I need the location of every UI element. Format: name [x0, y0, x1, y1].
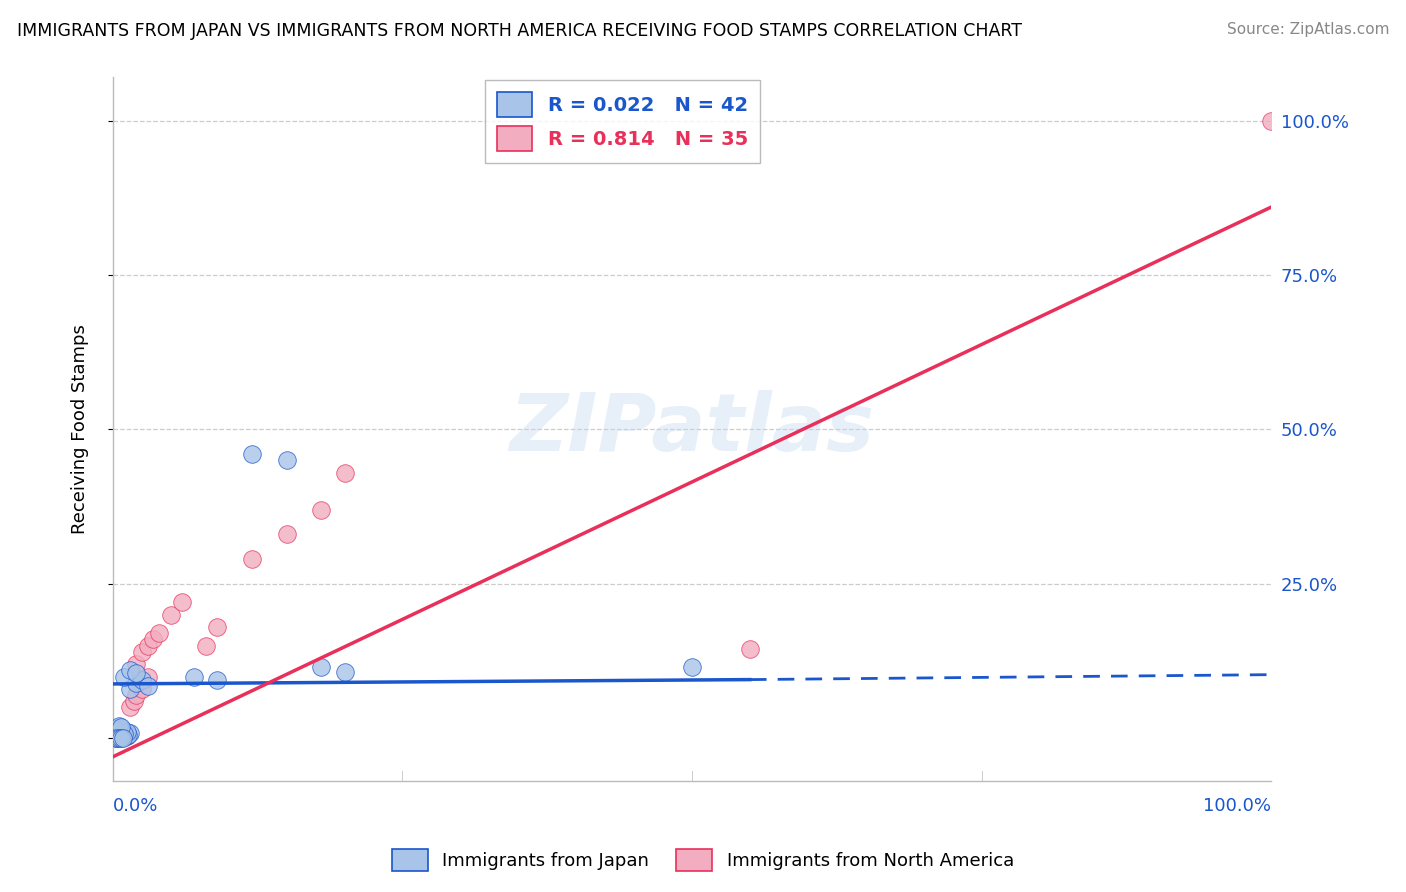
- Point: [107, 731, 129, 746]
- Point: [114, 730, 136, 744]
- Point: [110, 725, 132, 739]
- Text: IMMIGRANTS FROM JAPAN VS IMMIGRANTS FROM NORTH AMERICA RECEIVING FOOD STAMPS COR: IMMIGRANTS FROM JAPAN VS IMMIGRANTS FROM…: [17, 22, 1022, 40]
- Point: [240, 447, 263, 461]
- Point: [276, 527, 298, 541]
- Point: [111, 728, 134, 742]
- Point: [115, 728, 138, 742]
- Point: [136, 639, 159, 653]
- Point: [112, 727, 135, 741]
- Point: [107, 728, 129, 742]
- Point: [333, 665, 356, 679]
- Point: [108, 727, 131, 741]
- Point: [107, 726, 129, 740]
- Point: [131, 673, 153, 687]
- Text: Source: ZipAtlas.com: Source: ZipAtlas.com: [1226, 22, 1389, 37]
- Point: [105, 728, 128, 742]
- Point: [110, 728, 132, 742]
- Point: [108, 722, 131, 736]
- Point: [107, 719, 129, 733]
- Point: [112, 727, 135, 741]
- Point: [105, 731, 128, 746]
- Point: [108, 723, 131, 738]
- Point: [114, 725, 136, 739]
- Point: [114, 669, 136, 683]
- Point: [240, 552, 263, 566]
- Point: [125, 675, 148, 690]
- Point: [125, 657, 148, 672]
- Point: [110, 728, 132, 742]
- Text: 0.0%: 0.0%: [112, 797, 159, 815]
- Point: [131, 681, 153, 696]
- Point: [194, 639, 217, 653]
- Y-axis label: Receiving Food Stamps: Receiving Food Stamps: [72, 325, 89, 534]
- Point: [114, 726, 136, 740]
- Point: [120, 700, 142, 714]
- Point: [111, 723, 134, 738]
- Point: [111, 729, 134, 743]
- Point: [1260, 113, 1282, 128]
- Point: [120, 663, 142, 677]
- Point: [122, 694, 145, 708]
- Point: [738, 641, 761, 656]
- Point: [681, 660, 703, 674]
- Point: [276, 453, 298, 467]
- Point: [115, 725, 138, 739]
- Point: [107, 725, 129, 739]
- Point: [136, 679, 159, 693]
- Point: [107, 730, 129, 744]
- Point: [205, 620, 228, 634]
- Point: [131, 645, 153, 659]
- Point: [107, 730, 129, 744]
- Point: [105, 728, 128, 742]
- Point: [311, 502, 333, 516]
- Text: ZIPatlas: ZIPatlas: [509, 391, 875, 468]
- Point: [148, 626, 170, 640]
- Point: [183, 669, 205, 683]
- Point: [110, 731, 132, 746]
- Point: [110, 720, 132, 734]
- Point: [104, 722, 127, 736]
- Point: [120, 681, 142, 696]
- Point: [205, 673, 228, 687]
- Point: [112, 731, 135, 746]
- Point: [114, 727, 136, 741]
- Point: [111, 722, 134, 736]
- Point: [120, 726, 142, 740]
- Point: [125, 688, 148, 702]
- Point: [107, 730, 129, 744]
- Point: [142, 632, 165, 647]
- Point: [105, 731, 128, 746]
- Point: [311, 660, 333, 674]
- Point: [172, 595, 194, 609]
- Point: [136, 669, 159, 683]
- Point: [333, 466, 356, 480]
- Point: [115, 730, 138, 744]
- Legend: R = 0.022   N = 42, R = 0.814   N = 35: R = 0.022 N = 42, R = 0.814 N = 35: [485, 80, 759, 163]
- Point: [114, 726, 136, 740]
- Point: [114, 730, 136, 744]
- Text: 100.0%: 100.0%: [1204, 797, 1271, 815]
- Legend: Immigrants from Japan, Immigrants from North America: Immigrants from Japan, Immigrants from N…: [385, 842, 1021, 879]
- Point: [111, 726, 134, 740]
- Point: [107, 731, 129, 746]
- Point: [117, 728, 139, 742]
- Point: [107, 725, 129, 739]
- Point: [159, 607, 181, 622]
- Point: [105, 723, 128, 738]
- Point: [125, 666, 148, 681]
